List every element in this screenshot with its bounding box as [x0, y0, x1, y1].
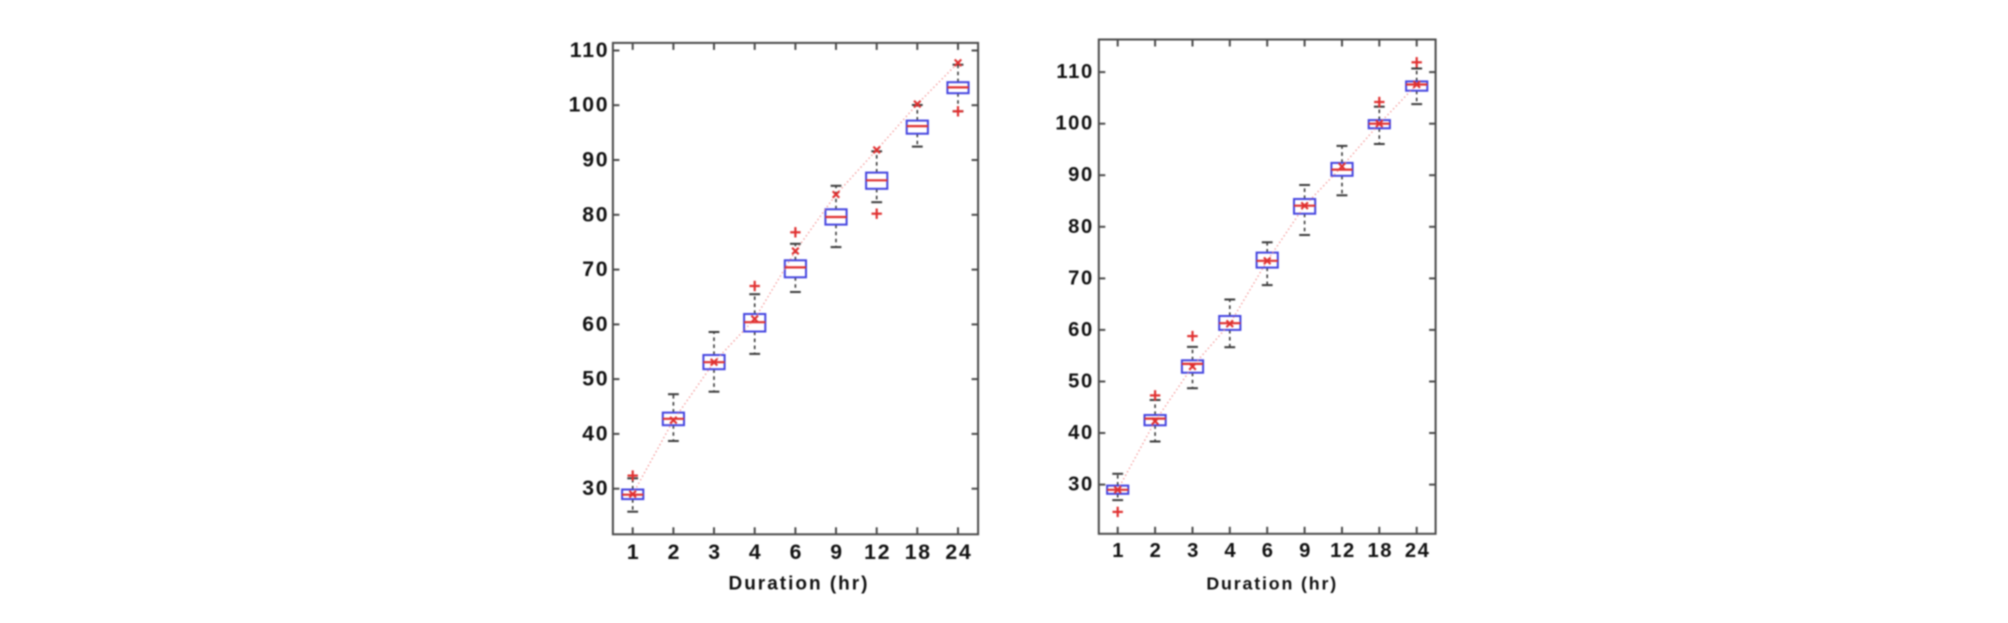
- svg-text:9: 9: [830, 541, 844, 564]
- svg-text:3: 3: [708, 541, 722, 564]
- svg-text:6: 6: [1262, 540, 1275, 562]
- svg-text:12: 12: [864, 541, 891, 564]
- svg-text:12: 12: [1330, 540, 1356, 562]
- svg-text:18: 18: [1367, 540, 1393, 562]
- svg-text:30: 30: [1068, 474, 1094, 496]
- svg-text:30: 30: [582, 477, 609, 500]
- svg-text:90: 90: [582, 149, 609, 172]
- svg-text:70: 70: [582, 258, 609, 281]
- svg-text:90: 90: [1068, 164, 1094, 186]
- svg-text:24: 24: [945, 541, 972, 564]
- svg-text:100: 100: [569, 94, 610, 117]
- svg-text:2: 2: [668, 541, 682, 564]
- svg-text:1: 1: [627, 541, 641, 564]
- svg-text:80: 80: [1068, 216, 1094, 238]
- svg-text:4: 4: [749, 541, 763, 564]
- svg-text:Duration (hr): Duration (hr): [1206, 574, 1338, 594]
- svg-text:2: 2: [1150, 540, 1163, 562]
- svg-text:60: 60: [1068, 319, 1094, 341]
- svg-text:24: 24: [1405, 540, 1431, 562]
- svg-text:100: 100: [1055, 113, 1093, 135]
- svg-text:80: 80: [582, 203, 609, 226]
- svg-text:4: 4: [1224, 540, 1237, 562]
- svg-text:50: 50: [582, 368, 609, 391]
- svg-text:110: 110: [1056, 61, 1093, 83]
- svg-text:18: 18: [905, 541, 932, 564]
- svg-text:3: 3: [1187, 540, 1200, 562]
- svg-text:50: 50: [1068, 371, 1094, 393]
- svg-text:40: 40: [582, 422, 609, 445]
- svg-text:9: 9: [1299, 540, 1312, 562]
- svg-text:70: 70: [1068, 267, 1094, 289]
- svg-text:Duration (hr): Duration (hr): [728, 574, 869, 595]
- svg-text:60: 60: [582, 313, 609, 336]
- svg-text:40: 40: [1068, 422, 1094, 444]
- svg-text:110: 110: [570, 39, 610, 62]
- svg-text:6: 6: [790, 541, 804, 564]
- svg-text:1: 1: [1112, 540, 1125, 562]
